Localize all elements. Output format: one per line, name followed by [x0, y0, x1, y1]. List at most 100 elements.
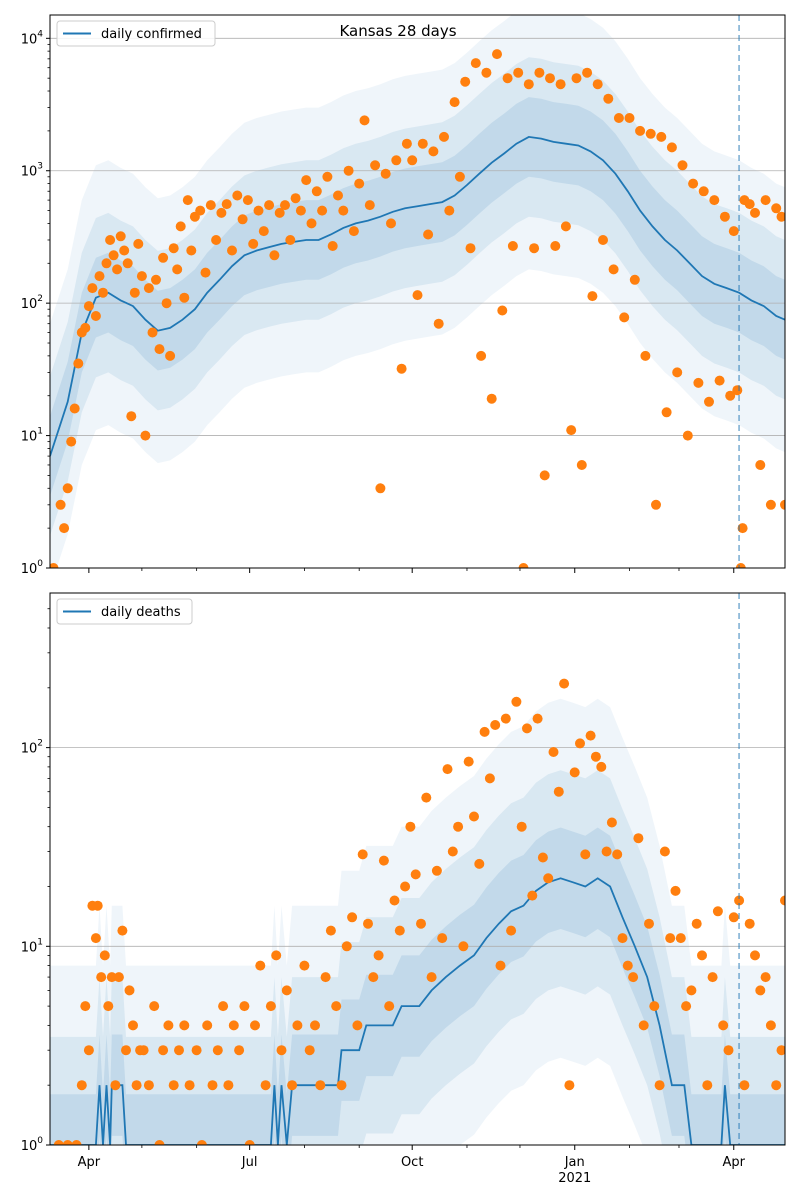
deaths-observed-point-113 — [628, 972, 639, 983]
deaths-observed-point-57 — [331, 1001, 342, 1012]
confirmed-observed-point-25 — [140, 430, 151, 441]
deaths-observed-point-63 — [363, 918, 373, 929]
deaths-observed-point-27 — [168, 1080, 179, 1091]
deaths-observed-point-141 — [776, 1045, 785, 1056]
confirmed-observed-point-75 — [380, 168, 391, 179]
confirmed-observed-point-88 — [449, 97, 460, 108]
confirmed-observed-point-9 — [83, 301, 94, 312]
deaths-observed-point-86 — [484, 773, 495, 784]
deaths-observed-point-105 — [585, 730, 596, 741]
confirmed-observed-point-42 — [205, 200, 216, 211]
confirmed-observed-point-131 — [677, 160, 688, 171]
confirmed-observed-point-68 — [343, 165, 354, 176]
deaths-x-tick-label-2: Oct — [401, 1155, 423, 1170]
confirmed-observed-point-103 — [529, 243, 540, 254]
confirmed-observed-point-95 — [486, 393, 497, 404]
confirmed-observed-point-72 — [364, 200, 375, 211]
deaths-observed-point-48 — [281, 985, 292, 996]
deaths-observed-point-142 — [780, 895, 785, 906]
deaths-x-tick-label-0: Apr — [78, 1155, 101, 1170]
deaths-x-tick-label-3-line2: 2021 — [558, 1171, 591, 1186]
confirmed-observed-point-109 — [560, 221, 571, 232]
confirmed-observed-point-151 — [771, 203, 782, 214]
deaths-observed-point-104 — [580, 849, 591, 860]
confirmed-observed-point-59 — [295, 205, 306, 216]
deaths-observed-point-49 — [287, 1080, 298, 1091]
deaths-observed-point-87 — [490, 720, 501, 730]
confirmed-observed-point-118 — [608, 264, 619, 275]
deaths-observed-point-76 — [431, 865, 442, 876]
confirmed-observed-point-48 — [237, 214, 248, 225]
deaths-x-tick-label-3: Jan — [564, 1155, 585, 1170]
confirmed-observed-point-11 — [90, 311, 101, 321]
deaths-observed-point-26 — [163, 1020, 174, 1031]
deaths-observed-point-81 — [458, 941, 469, 952]
confirmed-observed-point-26 — [143, 283, 154, 294]
confirmed-observed-point-31 — [161, 298, 172, 309]
deaths-observed-point-112 — [622, 960, 633, 971]
deaths-observed-point-3 — [76, 1080, 87, 1091]
confirmed-observed-point-134 — [693, 377, 704, 388]
confirmed-model-line — [50, 135, 785, 457]
confirmed-observed-point-13 — [98, 287, 108, 298]
deaths-observed-point-108 — [601, 846, 612, 857]
deaths-observed-point-75 — [426, 972, 437, 983]
deaths-observed-point-33 — [202, 1020, 213, 1031]
deaths-observed-point-95 — [532, 713, 543, 724]
deaths-observed-point-115 — [638, 1020, 649, 1031]
confirmed-data-marks — [50, 49, 785, 568]
confirmed-observed-point-77 — [391, 155, 402, 166]
deaths-observed-point-43 — [255, 960, 266, 971]
confirmed-observed-point-15 — [105, 235, 116, 245]
confirmed-observed-point-83 — [423, 229, 434, 240]
confirmed-observed-point-40 — [195, 205, 206, 216]
confirmed-observed-point-119 — [613, 113, 624, 123]
confirmed-observed-point-28 — [151, 274, 161, 285]
deaths-observed-point-15 — [117, 925, 128, 936]
confirmed-observed-point-94 — [481, 67, 492, 78]
confirmed-observed-point-101 — [518, 563, 529, 568]
confirmed-observed-point-10 — [87, 283, 98, 294]
confirmed-observed-point-116 — [598, 235, 608, 245]
confirmed-observed-point-35 — [175, 221, 186, 232]
confirmed-observed-point-144 — [737, 523, 748, 534]
confirmed-observed-point-55 — [274, 207, 285, 218]
deaths-observed-point-2 — [71, 1140, 82, 1145]
confirmed-observed-point-57 — [285, 235, 296, 245]
confirmed-observed-point-117 — [603, 93, 614, 104]
confirmed-observed-point-132 — [682, 430, 693, 441]
confirmed-observed-point-137 — [709, 195, 720, 206]
confirmed-observed-point-2 — [59, 523, 70, 534]
confirmed-observed-point-87 — [444, 205, 455, 216]
deaths-observed-point-72 — [410, 869, 421, 880]
deaths-observed-point-21 — [138, 1045, 149, 1056]
deaths-observed-point-40 — [239, 1001, 250, 1012]
confirmed-observed-point-122 — [629, 274, 640, 285]
confirmed-observed-point-66 — [333, 190, 343, 201]
deaths-observed-point-59 — [341, 941, 352, 952]
confirmed-observed-point-45 — [221, 199, 232, 210]
confirmed-observed-point-141 — [728, 226, 739, 237]
deaths-observed-point-82 — [463, 756, 474, 767]
confirmed-observed-point-120 — [619, 312, 630, 323]
deaths-observed-point-37 — [223, 1080, 234, 1091]
confirmed-observed-point-19 — [119, 245, 130, 256]
confirmed-observed-point-74 — [375, 483, 386, 494]
confirmed-observed-point-114 — [587, 291, 598, 302]
confirmed-observed-point-22 — [129, 287, 140, 298]
deaths-observed-point-69 — [394, 925, 405, 936]
confirmed-observed-point-33 — [168, 243, 179, 254]
confirmed-observed-point-32 — [165, 350, 176, 361]
deaths-observed-point-0 — [53, 1140, 64, 1145]
confirmed-observed-point-44 — [216, 207, 227, 218]
confirmed-observed-point-107 — [550, 241, 561, 251]
deaths-observed-point-117 — [649, 1001, 660, 1012]
deaths-observed-point-101 — [564, 1080, 575, 1091]
deaths-observed-point-84 — [474, 858, 485, 869]
deaths-observed-point-111 — [617, 933, 628, 944]
confirmed-observed-point-129 — [666, 142, 677, 153]
confirmed-observed-point-79 — [401, 138, 412, 149]
deaths-observed-point-98 — [548, 747, 559, 757]
deaths-observed-point-140 — [771, 1080, 782, 1091]
